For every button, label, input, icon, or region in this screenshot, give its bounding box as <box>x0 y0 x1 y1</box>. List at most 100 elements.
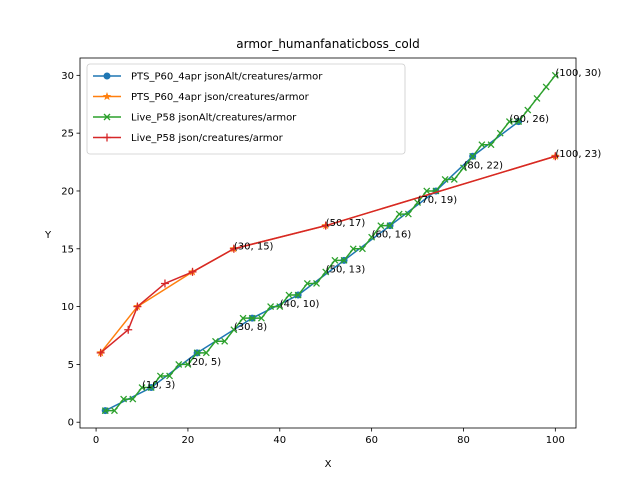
x-axis-label: X <box>325 459 332 470</box>
legend: PTS_P60_4apr jsonAlt/creatures/armor PTS_… <box>86 63 406 155</box>
legend-item-1: PTS_P60_4apr jsonAlt/creatures/armor <box>93 72 323 83</box>
data-point <box>321 221 330 230</box>
data-point <box>188 267 197 276</box>
data-point <box>331 256 339 264</box>
data-point <box>551 152 560 161</box>
point-annotation: (50, 17) <box>326 218 366 229</box>
data-point <box>133 302 142 311</box>
data-point <box>404 210 412 218</box>
data-point <box>441 175 449 183</box>
point-annotation: (70, 19) <box>418 195 458 206</box>
data-point <box>386 222 394 230</box>
data-point <box>294 291 302 299</box>
data-point <box>414 199 422 206</box>
chart-title: armor_humanfanaticboss_cold <box>236 37 419 51</box>
data-point <box>184 360 192 368</box>
point-annotation: (90, 26) <box>509 114 549 125</box>
data-point <box>496 129 504 137</box>
data-point <box>156 372 164 380</box>
point-annotation: (100, 30) <box>555 68 601 79</box>
y-tick-label: 0 <box>68 418 74 429</box>
data-point <box>349 245 357 253</box>
data-point <box>395 210 403 218</box>
data-point <box>110 407 118 415</box>
data-point <box>160 279 169 288</box>
series-4 <box>96 152 560 357</box>
data-point <box>368 233 376 241</box>
legend-item-4: Live_P58 json/creatures/armor <box>93 133 284 144</box>
data-point <box>487 141 495 149</box>
legend-label: PTS_P60_4apr json/creatures/armor <box>131 92 310 103</box>
legend-label: PTS_P60_4apr jsonAlt/creatures/armor <box>131 72 323 83</box>
x-tick-label: 0 <box>93 435 99 446</box>
x-tick-label: 100 <box>546 435 565 446</box>
legend-swatch-marker <box>102 92 112 101</box>
point-annotation: (30, 15) <box>234 241 274 252</box>
data-point <box>248 314 256 322</box>
data-point <box>202 349 210 357</box>
legend-item-3: Live_P58 jsonAlt/creatures/armor <box>93 113 297 124</box>
data-point <box>478 141 486 149</box>
data-point <box>129 395 137 403</box>
data-point <box>542 83 550 91</box>
x-tick-label: 80 <box>457 435 470 446</box>
data-point <box>147 384 155 391</box>
data-point <box>193 349 201 357</box>
data-point <box>524 106 532 114</box>
x-tick-label: 40 <box>273 435 286 446</box>
x-axis: 0 20 40 60 80 100 <box>93 428 565 446</box>
data-point <box>358 245 366 253</box>
data-point <box>239 314 247 322</box>
legend-label: Live_P58 json/creatures/armor <box>131 133 284 144</box>
y-tick-label: 5 <box>68 360 74 371</box>
y-tick-label: 25 <box>61 129 74 140</box>
point-annotation: (40, 10) <box>280 299 320 310</box>
data-point <box>551 71 559 79</box>
point-annotation: (20, 5) <box>188 357 221 368</box>
data-point <box>212 337 219 345</box>
plot-area: (10, 3) (20, 5) (30, 8) (30, 15) (40, 10) (50… <box>61 57 601 446</box>
data-point <box>285 291 293 299</box>
annotation-layer: (10, 3) (20, 5) (30, 8) (30, 15) (40, 10) (50… <box>142 68 601 391</box>
legend-box <box>86 63 406 155</box>
data-point <box>257 314 265 322</box>
y-tick-label: 10 <box>61 302 74 313</box>
data-point <box>124 325 133 334</box>
point-annotation: (50, 13) <box>326 264 366 275</box>
y-tick-label: 15 <box>61 244 74 255</box>
data-point <box>138 384 146 391</box>
data-point <box>322 268 330 276</box>
x-tick-label: 60 <box>365 435 378 446</box>
y-axis-label: Y <box>44 230 52 241</box>
data-point <box>229 244 238 253</box>
plot-frame <box>79 57 577 429</box>
data-point <box>267 303 275 311</box>
data-point <box>313 280 320 287</box>
data-point <box>423 187 431 195</box>
data-point <box>340 256 348 264</box>
data-point <box>515 118 523 126</box>
data-point <box>469 152 477 160</box>
data-point <box>533 95 541 102</box>
data-point <box>101 407 109 415</box>
data-point <box>505 118 513 126</box>
legend-swatch-marker <box>103 113 111 121</box>
point-annotation: (30, 8) <box>234 322 267 333</box>
y-axis: 0 5 10 15 20 25 30 <box>61 71 80 429</box>
legend-swatch-marker <box>103 133 111 142</box>
series-line <box>100 155 556 354</box>
series-layer <box>96 71 560 415</box>
data-point <box>230 326 238 334</box>
legend-item-2: PTS_P60_4apr json/creatures/armor <box>93 92 310 103</box>
data-point <box>377 222 385 230</box>
data-point <box>96 348 105 357</box>
point-annotation: (80, 22) <box>463 160 503 171</box>
data-point <box>221 337 229 345</box>
data-point <box>450 175 458 183</box>
data-point <box>166 372 174 380</box>
data-point <box>460 164 467 172</box>
legend-swatch-marker <box>103 72 111 80</box>
y-tick-label: 30 <box>61 71 74 82</box>
data-point <box>120 395 128 403</box>
